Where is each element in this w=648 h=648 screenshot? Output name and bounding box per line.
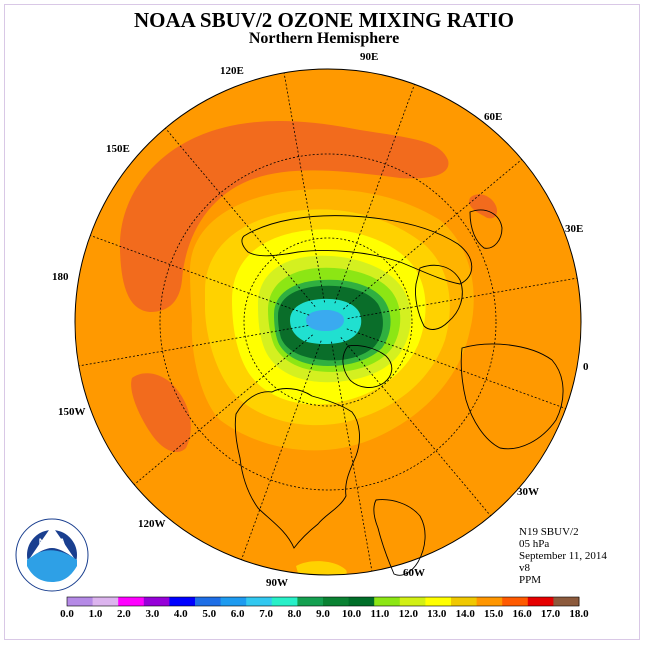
colorbar-swatch bbox=[348, 597, 375, 606]
colorbar-tick-label: 5.0 bbox=[202, 608, 217, 620]
ozone-field bbox=[75, 69, 581, 575]
label-30e: 30E bbox=[565, 223, 583, 235]
colorbar-swatch bbox=[67, 597, 94, 606]
colorbar-tick-label: 6.0 bbox=[230, 608, 245, 620]
meridian-line bbox=[133, 334, 313, 485]
meridian-line bbox=[347, 277, 578, 319]
colorbar-swatch bbox=[425, 597, 452, 606]
colorbar-tick-label: 7.0 bbox=[259, 608, 273, 620]
colorbar-tick-label: 11.0 bbox=[370, 608, 390, 620]
colorbar-tick-label: 9.0 bbox=[316, 608, 330, 620]
label-120w: 120W bbox=[138, 518, 166, 530]
info-instrument: N19 SBUV/2 bbox=[519, 526, 579, 538]
meridian-line bbox=[241, 340, 322, 560]
colorbar-border bbox=[66, 596, 580, 607]
coast-south-america bbox=[373, 499, 426, 576]
colorbar-swatch bbox=[297, 597, 324, 606]
logo-bird bbox=[30, 526, 74, 558]
colorbar-tick-label: 15.0 bbox=[484, 608, 504, 620]
colorbar-tick-label: 13.0 bbox=[427, 608, 447, 620]
colorbar-tick-label: 2.0 bbox=[117, 608, 131, 620]
colorbar-tick-label: 17.0 bbox=[540, 608, 561, 620]
label-60w: 60W bbox=[403, 567, 425, 579]
label-120e: 120E bbox=[220, 65, 244, 77]
label-0: 0 bbox=[583, 361, 589, 373]
meridian-line bbox=[78, 325, 309, 367]
meridian-line bbox=[334, 84, 415, 304]
latitude-circle-30n bbox=[159, 153, 497, 491]
coast-india bbox=[469, 209, 503, 249]
colorbar-swatch bbox=[374, 597, 401, 606]
label-90e: 90E bbox=[360, 51, 378, 63]
colorbar-swatch bbox=[143, 597, 170, 606]
logo-wave bbox=[27, 550, 77, 582]
colorbar-swatch bbox=[220, 597, 247, 606]
longitude-labels: 90E 60E 30E 0 30W 60W 90W 120W 150W 180 … bbox=[52, 51, 589, 589]
info-level: 05 hPa bbox=[519, 538, 550, 550]
coast-africa bbox=[460, 343, 564, 450]
map-boundary bbox=[74, 68, 582, 576]
colorbar-swatch bbox=[476, 597, 503, 606]
meridian-line bbox=[165, 127, 316, 307]
colorbar-tick-label: 3.0 bbox=[145, 608, 160, 620]
label-180: 180 bbox=[52, 271, 69, 283]
info-units: PPM bbox=[519, 574, 542, 586]
colorbar bbox=[66, 596, 580, 607]
meridian-line bbox=[340, 337, 491, 517]
colorbar-swatch bbox=[323, 597, 350, 606]
colorbar-tick-label: 8.0 bbox=[287, 608, 302, 620]
label-30w: 30W bbox=[517, 486, 539, 498]
coast-north-america bbox=[234, 388, 360, 549]
meridian-line bbox=[331, 341, 373, 572]
coast-asia bbox=[241, 215, 473, 285]
colorbar-swatch bbox=[527, 597, 554, 606]
colorbar-tick-label: 18.0 bbox=[569, 608, 589, 620]
field-yellow-south-tip bbox=[296, 561, 347, 575]
field-level-6 bbox=[306, 310, 344, 331]
meridian-line bbox=[343, 159, 523, 310]
colorbar-swatch bbox=[451, 597, 478, 606]
label-150w: 150W bbox=[58, 406, 86, 418]
colorbar-swatch bbox=[169, 597, 196, 606]
figure-frame bbox=[4, 4, 640, 640]
product-info: N19 SBUV/2 05 hPa September 11, 2014 v8 … bbox=[519, 526, 607, 586]
colorbar-swatch bbox=[271, 597, 298, 606]
colorbar-swatch bbox=[118, 597, 145, 606]
map-title: NOAA SBUV/2 OZONE MIXING RATIO bbox=[134, 8, 514, 32]
colorbar-tick-label: 10.0 bbox=[341, 608, 362, 620]
field-high-band-pacific bbox=[119, 120, 449, 313]
colorbar-tick-label: 0.0 bbox=[60, 608, 74, 620]
latitude-circle-60n bbox=[243, 237, 413, 407]
colorbar-tick-label: 14.0 bbox=[455, 608, 475, 620]
label-150e: 150E bbox=[106, 143, 130, 155]
colorbar-swatch bbox=[553, 597, 580, 606]
colorbar-tick-label: 1.0 bbox=[88, 608, 103, 620]
meridian-line bbox=[90, 235, 310, 316]
meridian-lines bbox=[78, 72, 578, 572]
colorbar-swatch bbox=[246, 597, 273, 606]
noaa-logo: NOAA bbox=[15, 518, 89, 592]
graticule bbox=[78, 72, 578, 572]
colorbar-swatch bbox=[92, 597, 119, 606]
colorbar-swatch bbox=[399, 597, 426, 606]
colorbar-tick-label: 16.0 bbox=[512, 608, 532, 620]
meridian-line bbox=[346, 328, 566, 409]
coast-greenland bbox=[342, 345, 393, 388]
colorbar-swatch bbox=[502, 597, 529, 606]
info-version: v8 bbox=[519, 562, 530, 574]
meridian-line bbox=[283, 72, 325, 303]
field-high-band-pacific-south bbox=[131, 373, 191, 453]
colorbar-tick-label: 4.0 bbox=[173, 608, 188, 620]
info-date: September 11, 2014 bbox=[519, 550, 607, 562]
colorbar-tick-label: 12.0 bbox=[398, 608, 418, 620]
colorbar-swatch bbox=[195, 597, 222, 606]
coast-europe bbox=[415, 264, 463, 330]
coastlines bbox=[234, 209, 564, 576]
map-subtitle: Northern Hemisphere bbox=[248, 30, 400, 47]
label-90w: 90W bbox=[266, 577, 288, 589]
logo-text: NOAA bbox=[39, 537, 66, 547]
label-60e: 60E bbox=[484, 111, 502, 123]
